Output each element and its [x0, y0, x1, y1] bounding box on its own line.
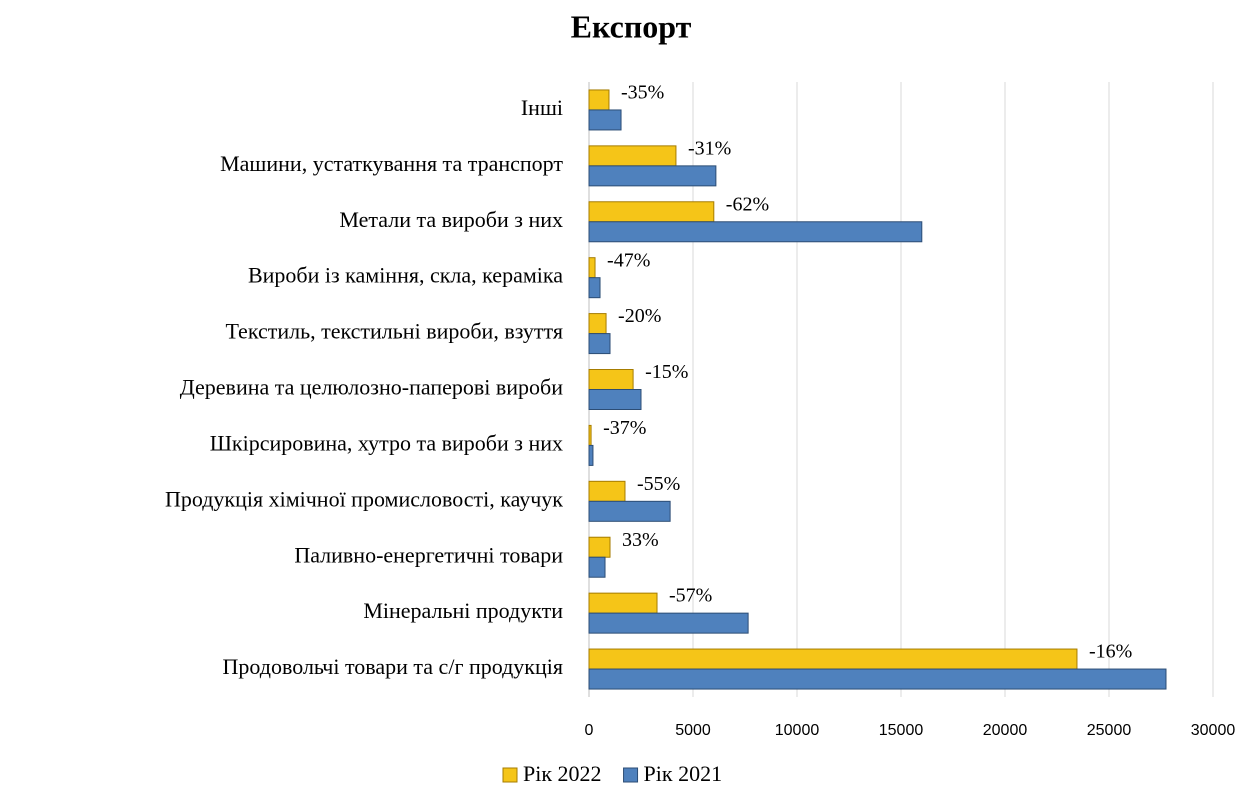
annotation: -62%	[726, 193, 769, 215]
annotation: -57%	[669, 585, 712, 607]
bar	[588, 612, 749, 634]
bar	[588, 556, 606, 578]
bar	[588, 109, 622, 131]
bar	[588, 592, 658, 614]
y-tick-label: Інші	[521, 95, 563, 120]
y-tick-label: Продукція хімічної промисловості, каучук	[165, 486, 563, 511]
bar	[588, 389, 642, 410]
bar	[588, 668, 1167, 690]
y-tick-label: Вироби із каміння, скла, кераміка	[248, 263, 563, 288]
bar	[588, 648, 1078, 670]
y-tick-label: Паливно-енергетичні товари	[294, 542, 563, 567]
y-tick-label: Текстиль, текстильні вироби, взуття	[225, 319, 563, 344]
y-tick-label: Шкірсировина, хутро та вироби з них	[210, 430, 563, 455]
annotation: -35%	[621, 82, 664, 104]
x-tick-label: 15000	[879, 722, 924, 739]
y-tick-label: Деревина та целюлозно-паперові вироби	[180, 375, 563, 400]
annotation: -37%	[603, 417, 646, 439]
bar	[588, 257, 596, 279]
x-tick-label: 5000	[675, 722, 711, 739]
x-tick-label: 25000	[1087, 722, 1132, 739]
bar	[588, 536, 611, 558]
annotation: 33%	[622, 529, 659, 551]
bar	[588, 201, 715, 223]
x-tick-label: 20000	[983, 722, 1028, 739]
legend-swatch	[502, 767, 518, 783]
bar	[588, 165, 717, 187]
bar	[588, 277, 601, 299]
chart-title: Експорт	[571, 8, 692, 44]
y-tick-label: Машини, устаткування та транспорт	[220, 151, 563, 176]
bar	[588, 333, 611, 355]
annotation: -55%	[637, 473, 680, 495]
x-tick-label: 10000	[775, 722, 820, 739]
bar	[588, 313, 607, 335]
annotation: -16%	[1089, 641, 1132, 663]
y-tick-label: Продовольчі товари та с/г продукція	[223, 654, 563, 679]
x-tick-label: 0	[585, 722, 594, 739]
y-tick-label: Мінеральні продукти	[363, 598, 563, 623]
legend-label: Рік 2022	[523, 761, 602, 786]
bar	[588, 369, 634, 390]
annotation: -15%	[645, 361, 688, 383]
bar	[588, 424, 592, 446]
annotation: -47%	[607, 249, 650, 271]
bar	[588, 145, 677, 167]
bar	[588, 480, 626, 502]
legend-label: Рік 2021	[644, 761, 723, 786]
y-tick-label: Метали та вироби з них	[339, 207, 563, 232]
bar	[588, 221, 923, 243]
legend-swatch	[623, 767, 639, 783]
annotation: -20%	[618, 305, 661, 327]
bar	[588, 444, 594, 466]
bar	[588, 500, 671, 522]
annotation: -31%	[688, 137, 731, 159]
x-tick-label: 30000	[1191, 722, 1236, 739]
bar	[588, 89, 610, 111]
